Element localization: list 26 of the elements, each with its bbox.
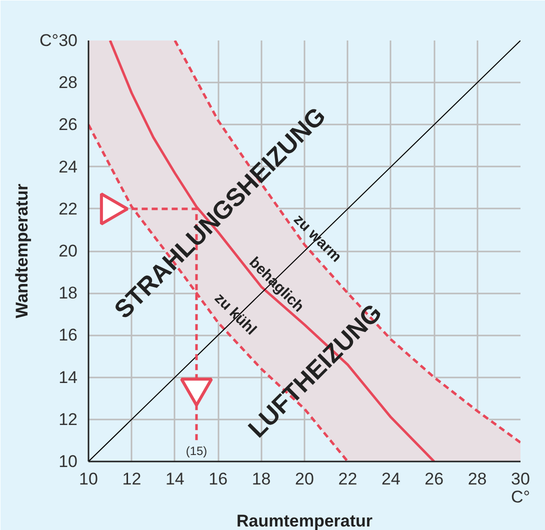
- y-tick-label: 14: [58, 368, 78, 387]
- y-tick-label: 20: [58, 242, 78, 260]
- y-tick-label: 18: [58, 284, 78, 303]
- y-tick-label: 10: [58, 452, 78, 471]
- x-tick-label: 18: [252, 470, 271, 488]
- x-tick-label: 22: [338, 470, 358, 488]
- annotation: (15): [186, 444, 208, 458]
- y-tick-label: 16: [58, 326, 78, 345]
- x-tick-label: 14: [165, 470, 184, 488]
- y-tick-label: 26: [58, 115, 78, 134]
- x-axis-title: Raumtemperatur: [236, 512, 373, 530]
- y-tick-label: 28: [58, 73, 78, 92]
- x-tick-label: 12: [122, 470, 142, 488]
- x-tick-label: 26: [424, 470, 444, 488]
- text: C°: [510, 488, 530, 506]
- x-tick-label: 30: [511, 470, 530, 488]
- x-tick-label: 24: [381, 470, 400, 488]
- x-tick-label: 28: [468, 470, 487, 488]
- y-axis-title: Wandtemperatur: [12, 183, 32, 318]
- y-tick-label: 24: [58, 157, 78, 176]
- y-tick-label: C°30: [40, 31, 78, 50]
- x-tick-label: 20: [295, 470, 314, 488]
- y-tick-label: 12: [58, 410, 78, 429]
- x-tick-label: 10: [79, 470, 98, 488]
- y-tick-label: 22: [58, 199, 78, 218]
- x-tick-label: 16: [208, 470, 228, 488]
